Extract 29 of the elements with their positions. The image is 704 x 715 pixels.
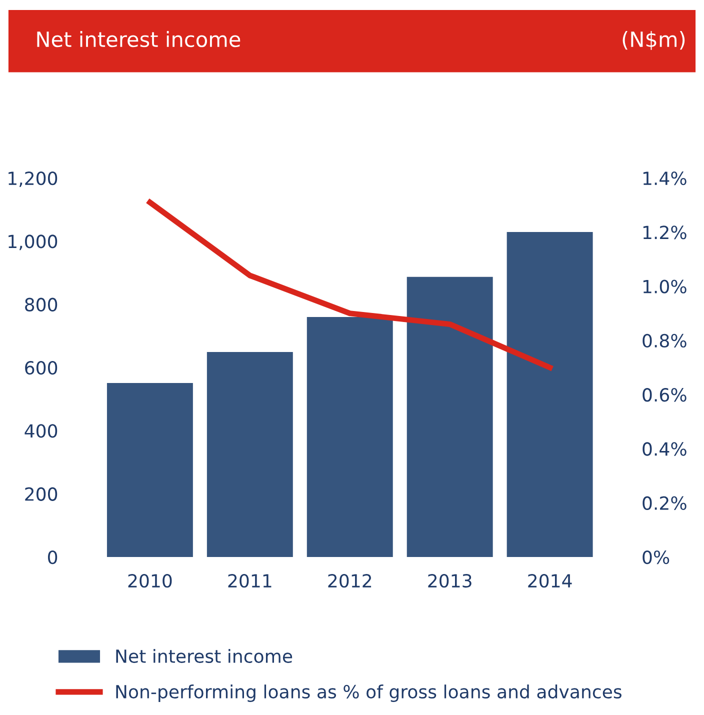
x-tick-label: 2011 xyxy=(228,574,272,588)
y-tick-label: 1,000 xyxy=(8,234,58,250)
bar xyxy=(306,316,393,557)
chart-title: Net interest income xyxy=(37,31,240,48)
x-tick-label: 2010 xyxy=(128,574,172,588)
y2-tick-label: 1.2% xyxy=(643,226,686,240)
y2-tick-label: 0.6% xyxy=(642,388,686,402)
y2-tick-label: 0.8% xyxy=(642,334,686,348)
bar xyxy=(206,352,293,557)
y-tick-label: 400 xyxy=(24,424,58,438)
y-tick-label: 200 xyxy=(25,487,58,501)
y-tick-label: 0 xyxy=(48,550,58,564)
y-tick-label: 1,200 xyxy=(8,171,58,187)
legend-label: Non-performing loans as % of gross loans and advances xyxy=(116,684,622,702)
y2-tick-label: 0.2% xyxy=(642,496,686,510)
legend-label: Net interest income xyxy=(116,649,292,663)
y-tick-label: 600 xyxy=(25,360,58,375)
y-tick-label: 800 xyxy=(25,298,58,312)
bar xyxy=(406,276,493,557)
x-tick-label: 2012 xyxy=(328,574,372,588)
y2-tick-label: 0.4% xyxy=(642,442,686,456)
bar xyxy=(106,382,193,557)
text: (N$m) xyxy=(622,31,685,50)
y2-tick-label: 0% xyxy=(642,550,670,564)
x-tick-label: 2014 xyxy=(528,574,572,588)
y2-tick-label: 1.4% xyxy=(643,171,686,186)
y2-tick-label: 1.0% xyxy=(643,280,686,294)
bar xyxy=(506,232,593,557)
x-tick-label: 2013 xyxy=(428,574,472,588)
